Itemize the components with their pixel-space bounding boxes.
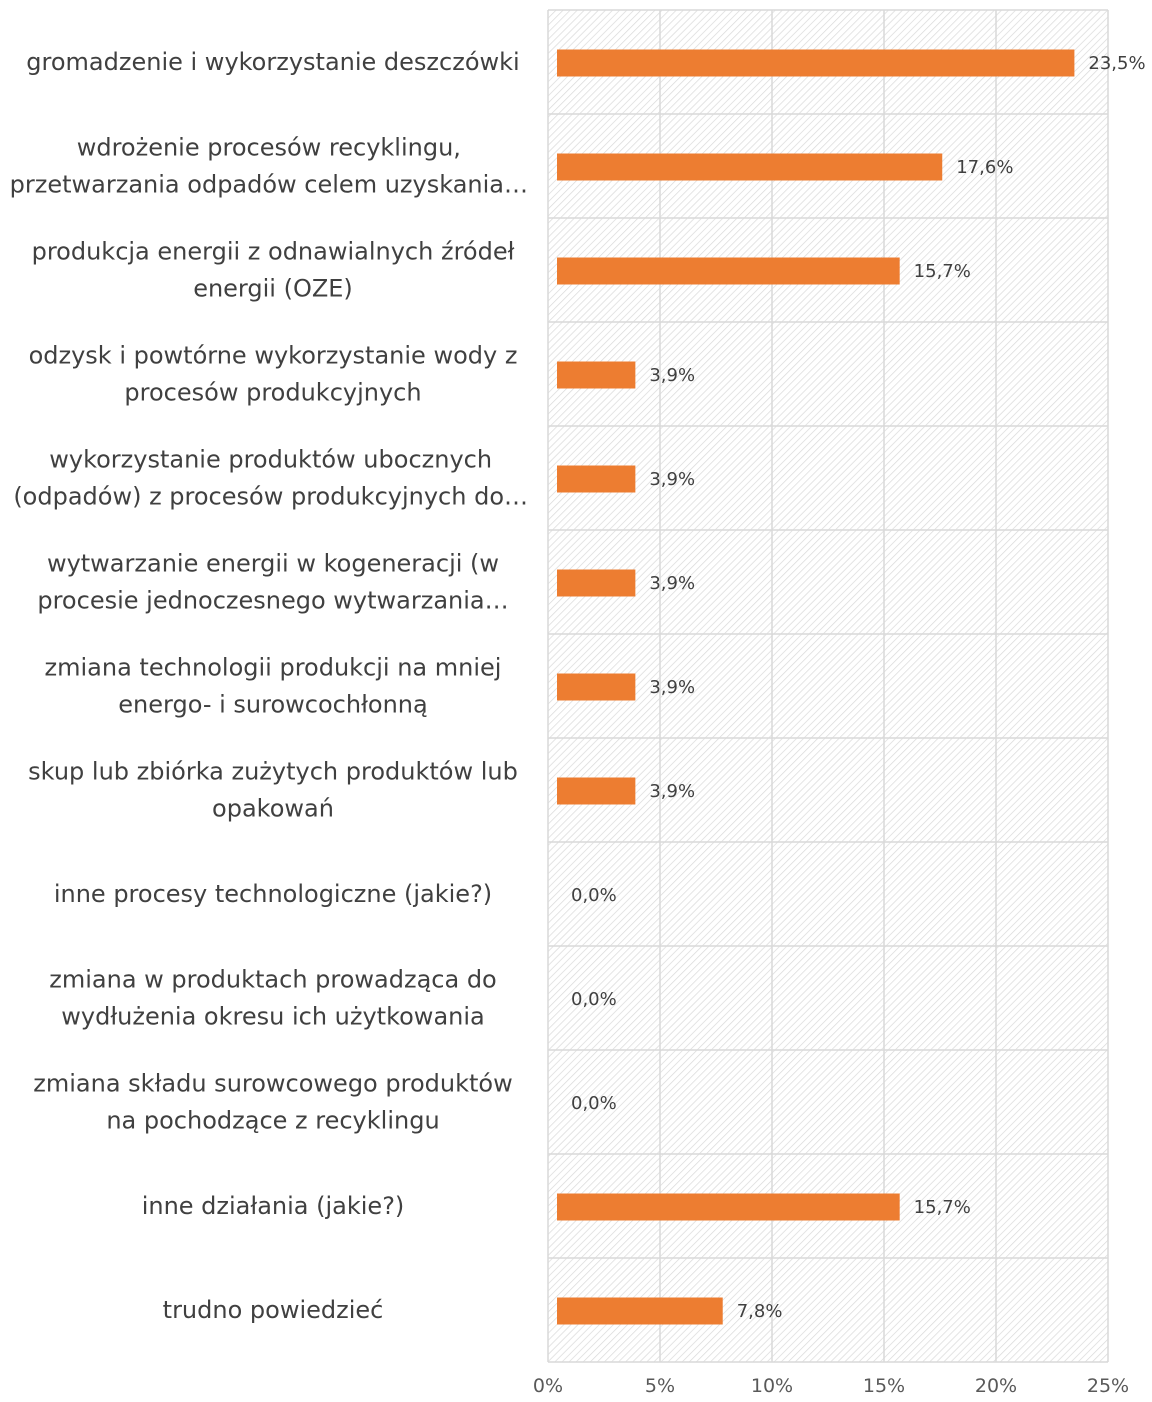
category-label: inne działania (jakie?)	[142, 1192, 405, 1220]
category-label: produkcja energii z odnawialnych źródeł e…	[32, 238, 515, 303]
bar	[557, 1193, 900, 1221]
category-label-line: odzysk i powtórne wykorzystanie wody z	[29, 342, 518, 370]
category-label-line: skup lub zbiórka zużytych produktów lub	[28, 758, 518, 786]
data-label: 15,7%	[914, 1197, 971, 1218]
data-label: 3,9%	[649, 469, 695, 490]
category-label-line: opakowań	[212, 795, 334, 823]
category-label-line: przetwarzania odpadów celem uzyskania…	[10, 171, 528, 199]
category-label-line: inne działania (jakie?)	[142, 1192, 405, 1220]
category-label-line: wykorzystanie produktów ubocznych	[49, 446, 492, 474]
category-label: zmiana składu surowcowego produktów na po…	[33, 1070, 512, 1135]
category-label: wdrożenie procesów recyklingu, przetwarza…	[10, 134, 528, 199]
category-label: trudno powiedzieć	[163, 1296, 384, 1324]
data-label: 0,0%	[571, 989, 617, 1010]
bar	[557, 1297, 723, 1325]
data-label: 17,6%	[956, 157, 1013, 178]
category-label-line: na pochodzące z recyklingu	[106, 1107, 439, 1135]
category-label-line: trudno powiedzieć	[163, 1296, 384, 1324]
bar	[557, 777, 636, 805]
category-label-line: wdrożenie procesów recyklingu,	[77, 134, 461, 162]
category-label: wytwarzanie energii w kogeneracji (w proc…	[37, 550, 508, 615]
category-label-line: wytwarzanie energii w kogeneracji (w	[47, 550, 499, 578]
bar	[557, 49, 1075, 77]
category-label: gromadzenie i wykorzystanie deszczówki	[26, 48, 519, 76]
category-label-line: wydłużenia okresu ich użytkowania	[61, 1003, 484, 1031]
bar	[557, 673, 636, 701]
x-tick-label: 0%	[533, 1375, 563, 1397]
x-tick-label: 20%	[975, 1375, 1017, 1397]
data-label: 15,7%	[914, 261, 971, 282]
category-label-line: procesie jednoczesnego wytwarzania…	[37, 587, 508, 615]
grid-lines	[547, 9, 1109, 1363]
category-labels: gromadzenie i wykorzystanie deszczówki wd…	[10, 48, 528, 1324]
bar	[557, 257, 900, 285]
category-label-line: energo- i surowcochłonną	[118, 691, 427, 719]
x-axis-tick-labels: 0% 5% 10% 15% 20% 25%	[533, 1375, 1129, 1397]
x-tick-label: 10%	[751, 1375, 793, 1397]
data-label: 7,8%	[737, 1301, 783, 1322]
category-label-line: gromadzenie i wykorzystanie deszczówki	[26, 48, 519, 76]
data-labels: 23,5% 17,6% 15,7% 3,9% 3,9% 3,9% 3,9% 3,9% 0,0% 0…	[571, 53, 1146, 1322]
data-label: 23,5%	[1088, 53, 1145, 74]
category-label-line: produkcja energii z odnawialnych źródeł	[32, 238, 515, 266]
bars	[557, 49, 1075, 1325]
x-tick-label: 5%	[645, 1375, 675, 1397]
category-label-line: (odpadów) z procesów produkcyjnych do…	[13, 483, 528, 511]
category-label-line: procesów produkcyjnych	[124, 379, 421, 407]
category-label-line: energii (OZE)	[193, 275, 353, 303]
category-label: zmiana technologii produkcji na mniej ene…	[45, 654, 502, 719]
x-tick-label: 25%	[1087, 1375, 1129, 1397]
bar	[557, 569, 636, 597]
category-label: zmiana w produktach prowadząca do wydłuże…	[49, 966, 497, 1031]
category-label-line: zmiana składu surowcowego produktów	[33, 1070, 512, 1098]
category-label-line: zmiana technologii produkcji na mniej	[45, 654, 502, 682]
category-label: skup lub zbiórka zużytych produktów lub o…	[28, 758, 518, 823]
data-label: 0,0%	[571, 1093, 617, 1114]
category-label-line: zmiana w produktach prowadząca do	[49, 966, 497, 994]
x-tick-label: 15%	[863, 1375, 905, 1397]
data-label: 3,9%	[649, 781, 695, 802]
bar	[557, 465, 636, 493]
bar	[557, 153, 943, 181]
category-label: wykorzystanie produktów ubocznych (odpadó…	[13, 446, 528, 511]
data-label: 3,9%	[649, 573, 695, 594]
data-label: 3,9%	[649, 677, 695, 698]
category-label: inne procesy technologiczne (jakie?)	[54, 880, 492, 908]
data-label: 0,0%	[571, 885, 617, 906]
bar	[557, 361, 636, 389]
category-label: odzysk i powtórne wykorzystanie wody z pr…	[29, 342, 518, 407]
plot-area	[548, 10, 1108, 1362]
data-label: 3,9%	[649, 365, 695, 386]
category-label-line: inne procesy technologiczne (jakie?)	[54, 880, 492, 908]
